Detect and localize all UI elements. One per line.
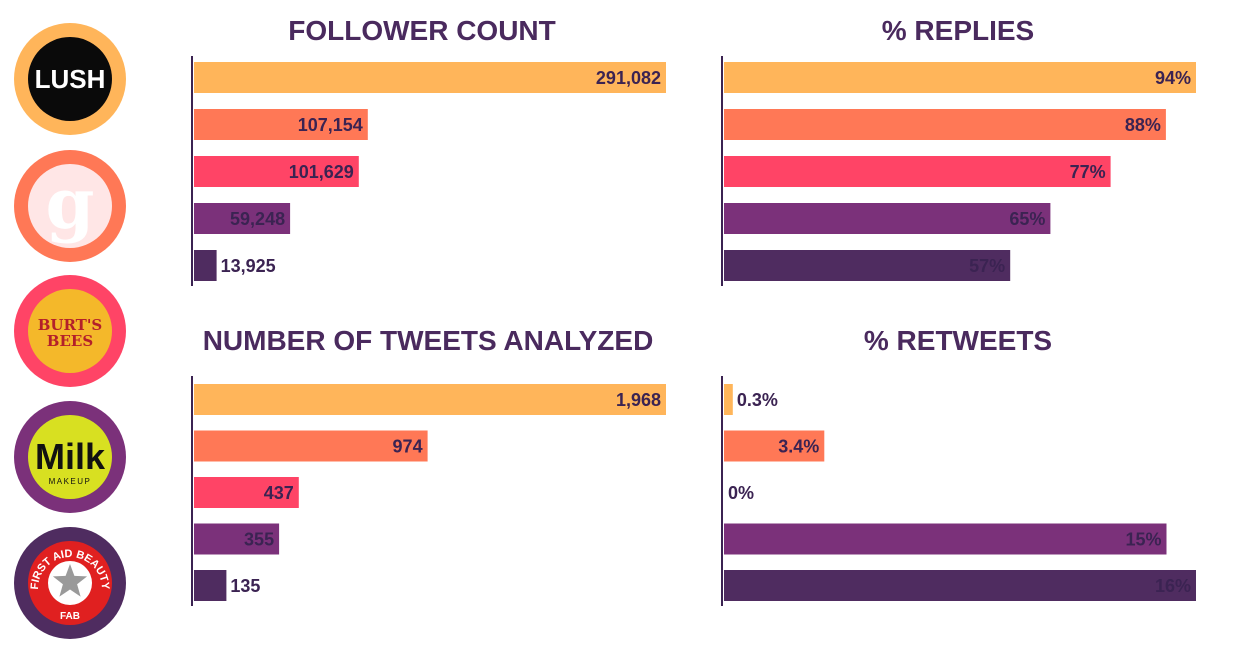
- bar-data-label: 16%: [1155, 576, 1191, 596]
- bar-data-label: 101,629: [289, 162, 354, 182]
- chart-panel-3: % RETWEETS 0.3% 3.4% 0% 15% 16%: [721, 325, 1196, 606]
- logo-inner: [28, 37, 112, 121]
- bar: [194, 156, 359, 187]
- chart-title: % RETWEETS: [864, 325, 1052, 356]
- brand-logo-1: g: [14, 150, 126, 262]
- bar-data-label: 3.4%: [778, 437, 819, 457]
- bar-data-label: 94%: [1155, 68, 1191, 88]
- bar: [194, 250, 217, 281]
- bar-data-label: 57%: [969, 256, 1005, 276]
- bar-data-label: 107,154: [298, 115, 363, 135]
- bar: [724, 570, 1196, 601]
- bar-data-label: 291,082: [596, 68, 661, 88]
- logo-fab-line2: FAB: [60, 611, 80, 622]
- bar-data-label: 59,248: [230, 209, 285, 229]
- star-icon: [52, 564, 88, 597]
- bar: [194, 570, 227, 601]
- bar: [194, 384, 666, 415]
- bar-data-label: 77%: [1070, 162, 1106, 182]
- bar: [194, 203, 291, 234]
- logo-milk-line1: Milk: [35, 436, 106, 477]
- bar-data-label: 974: [393, 437, 423, 457]
- bar-data-label: 0%: [728, 483, 754, 503]
- bar-data-label: 88%: [1125, 115, 1161, 135]
- logo-lush-text: LUSH: [35, 64, 106, 94]
- chart-panel-1: % REPLIES 94% 88% 77% 65% 57%: [721, 15, 1196, 286]
- chart-panel-2: NUMBER OF TWEETS ANALYZED 1,968 974 437 355 1…: [191, 325, 666, 606]
- chart-title: FOLLOWER COUNT: [288, 15, 556, 46]
- bar: [194, 430, 428, 462]
- bar-data-label: 0.3%: [737, 390, 778, 410]
- bar-data-label: 13,925: [221, 256, 276, 276]
- brand-logo-0: LUSH: [14, 23, 126, 135]
- logo-inner: [28, 164, 112, 248]
- chart-title: % REPLIES: [882, 15, 1034, 46]
- bar-data-label: 135: [230, 576, 260, 596]
- logo-glossier-glyph: g: [46, 162, 95, 245]
- logo-milk-line2: MAKEUP: [49, 477, 92, 486]
- bar: [194, 109, 368, 140]
- bar-data-label: 437: [264, 483, 294, 503]
- bar-data-label: 355: [244, 530, 274, 550]
- bar: [724, 62, 1196, 93]
- bar: [724, 156, 1111, 187]
- logo-inner: [28, 289, 112, 373]
- bar-data-label: 15%: [1125, 530, 1161, 550]
- chart-title: NUMBER OF TWEETS ANALYZED: [203, 325, 654, 356]
- bar: [724, 384, 733, 415]
- logo-inner: [28, 415, 112, 499]
- bar: [194, 62, 666, 93]
- bar: [724, 109, 1166, 140]
- bar: [724, 250, 1011, 281]
- bar: [194, 477, 299, 508]
- bar: [724, 430, 825, 462]
- logo-burts-line1: BURT'S: [38, 316, 103, 334]
- bar-data-label: 1,968: [616, 390, 661, 410]
- bar: [724, 523, 1167, 555]
- logo-burts-line2: BEES: [47, 332, 93, 350]
- bar: [724, 203, 1051, 234]
- chart-panel-0: FOLLOWER COUNT 291,082 107,154 101,629 59,24…: [191, 15, 666, 286]
- bar-data-label: 65%: [1009, 209, 1045, 229]
- bar: [194, 523, 280, 555]
